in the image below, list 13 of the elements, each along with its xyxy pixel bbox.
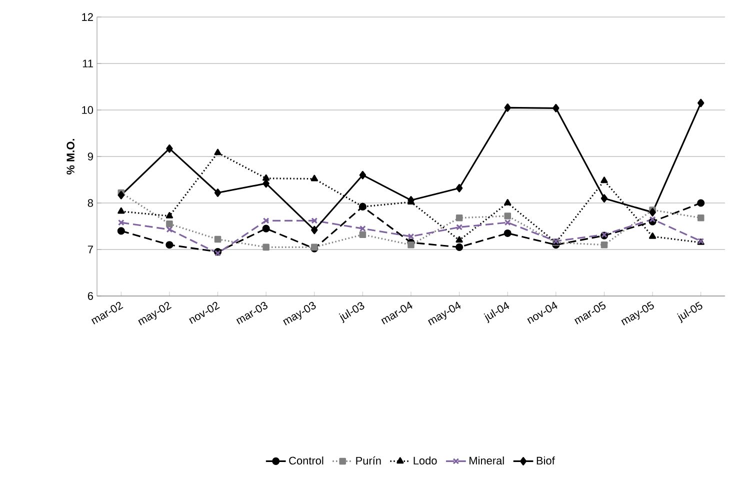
y-tick-label: 9 [88,152,93,160]
y-axis-title: % M.O. [66,139,74,174]
y-tick-label: 11 [82,60,93,68]
y-tick-label: 10 [82,106,94,114]
y-tick-label: 6 [88,292,93,300]
legend-label: Control [289,456,324,465]
legend-label: Mineral [470,456,504,465]
legend-label: Purín [356,456,381,465]
legend-label: Biof [536,456,555,465]
y-tick-label: 12 [82,13,93,21]
y-tick-label: 7 [88,246,93,254]
legend-label: Lodo [414,456,437,465]
y-tick-label: 8 [88,199,93,207]
